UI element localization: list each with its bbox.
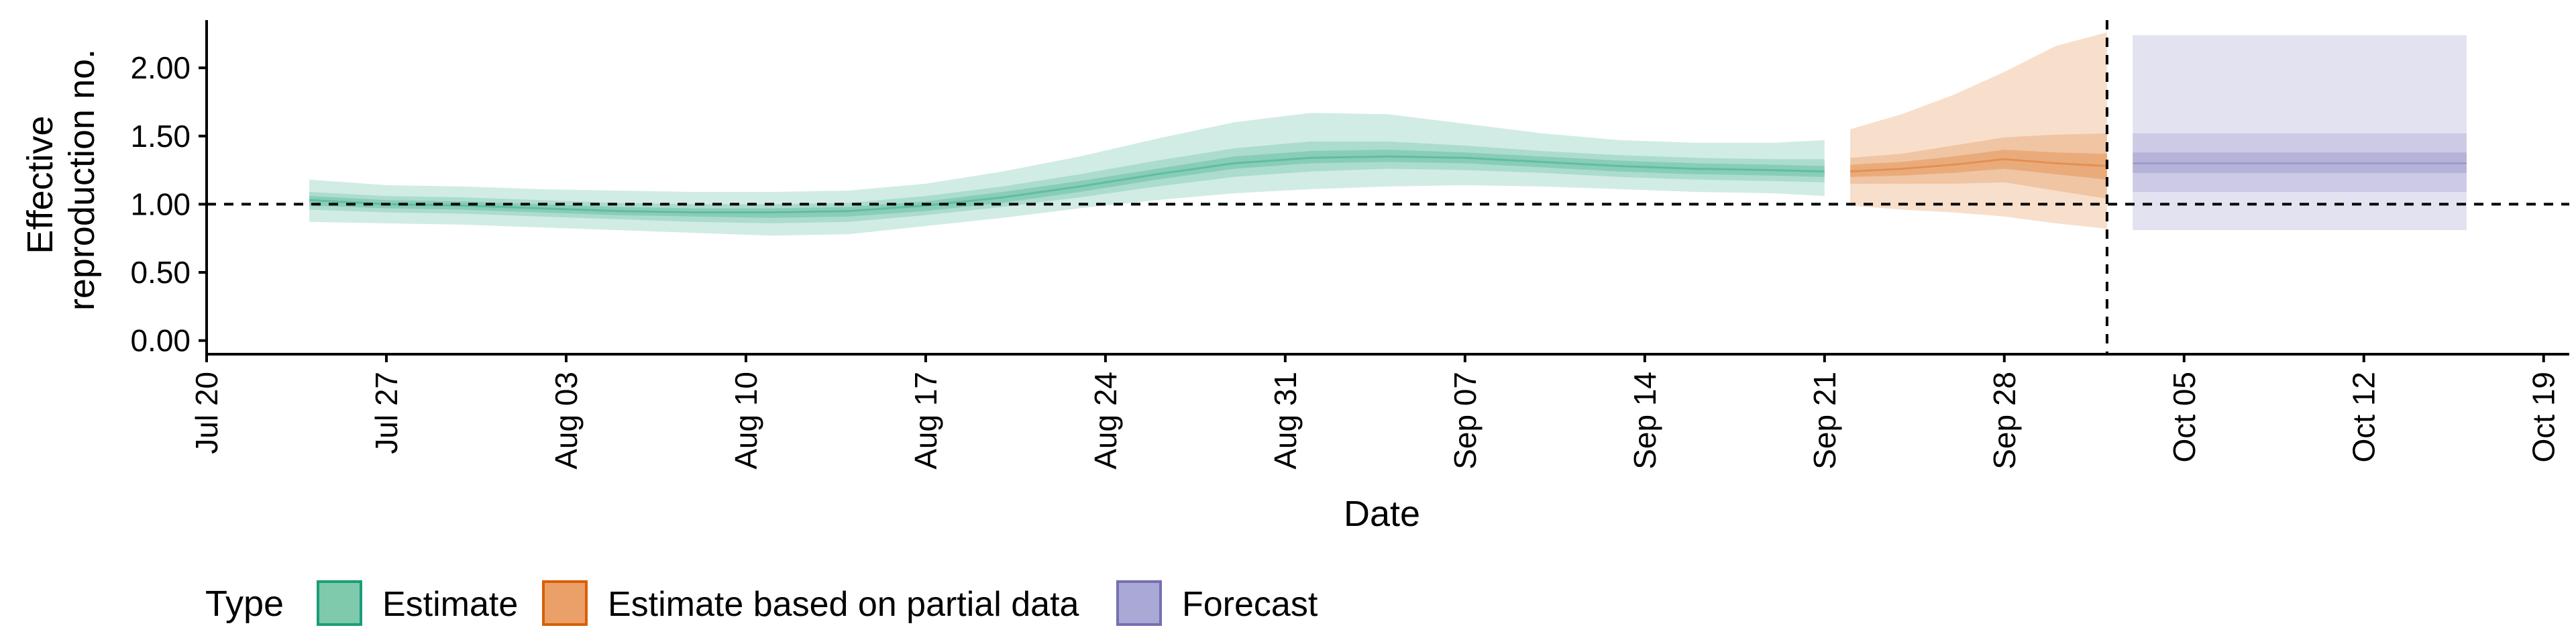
x-tick-label: Sep 07 [1448, 372, 1483, 470]
x-axis: Jul 20 Jul 27 Aug 03 Aug 10 Aug 17 Aug 24 Aug … [189, 353, 2569, 470]
x-tick-label: Sep 28 [1987, 372, 2022, 470]
ribbon-50 [309, 141, 1825, 223]
y-tick-label: 1.00 [130, 186, 191, 221]
ribbon-20 [2133, 152, 2467, 173]
x-tick-label: Aug 31 [1268, 372, 1303, 470]
y-axis-title: Effective reproduction no. [20, 49, 102, 311]
legend-label-estimate: Estimate [382, 585, 518, 624]
x-tick-label: Aug 03 [549, 372, 584, 470]
ribbon-50 [2133, 133, 2467, 193]
reference-lines [207, 20, 2569, 354]
y-tick-label: 2.00 [130, 50, 191, 85]
x-tick-label: Oct 12 [2347, 372, 2381, 463]
legend-key-partial-data [542, 580, 588, 626]
legend-key-estimate [317, 580, 362, 626]
legend-key-forecast [1116, 580, 1162, 626]
median-line [309, 155, 1825, 214]
y-axis: 0.00 0.50 1.00 1.50 2.00 [130, 20, 208, 358]
legend-label-partial-data: Estimate based on partial data [608, 585, 1079, 624]
legend-label-forecast: Forecast [1182, 585, 1318, 624]
series-estimate-based-on-partial-data [1850, 32, 2107, 229]
ribbon-50 [1850, 133, 2107, 199]
ribbon-90 [1850, 32, 2107, 229]
y-tick-label: 0.50 [130, 255, 191, 290]
x-tick-label: Aug 24 [1088, 372, 1123, 470]
x-tick-label: Sep 14 [1627, 372, 1662, 470]
x-tick-label: Sep 21 [1807, 372, 1842, 470]
ribbon-90 [309, 113, 1825, 236]
ribbon-20 [309, 150, 1825, 218]
y-axis-title-line-2: reproduction no. [62, 49, 102, 311]
ribbon-90 [2133, 35, 2467, 231]
legend: Type Estimate Estimate based on partial … [205, 580, 1318, 626]
plot-area [309, 32, 2467, 236]
y-tick-label: 1.50 [130, 119, 191, 154]
y-axis-title-line-1: Effective [20, 115, 60, 254]
y-tick-label: 0.00 [130, 323, 191, 358]
series-estimate [309, 113, 1825, 236]
x-tick-label: Oct 05 [2167, 372, 2202, 463]
x-tick-label: Aug 17 [908, 372, 943, 470]
x-tick-label: Jul 20 [189, 372, 224, 454]
ribbon-20 [1850, 150, 2107, 180]
x-axis-title: Date [1344, 494, 1420, 534]
series-forecast [2133, 35, 2467, 231]
legend-title: Type [205, 584, 284, 624]
x-tick-label: Oct 19 [2526, 372, 2561, 463]
x-tick-label: Jul 27 [369, 372, 404, 454]
median-line [1850, 158, 2107, 173]
x-tick-label: Aug 10 [729, 372, 763, 470]
